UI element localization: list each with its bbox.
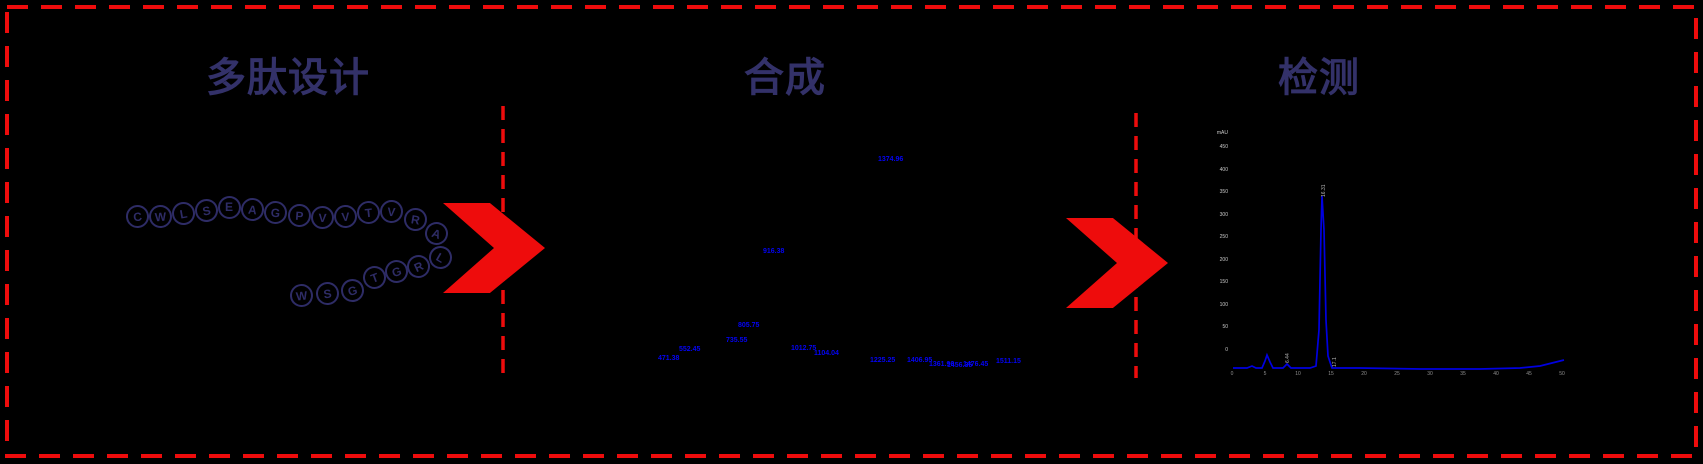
- hplc-x-tick-label: 25: [1394, 371, 1400, 377]
- ms-peak-label: 1012.75: [791, 345, 817, 352]
- residue-circle-1: C: [124, 203, 150, 229]
- residue-letter: G: [269, 204, 281, 220]
- panel-title-synthesis: 合成: [744, 56, 826, 100]
- residue-circle-13: R: [401, 205, 429, 233]
- residue-letter: G: [345, 282, 359, 298]
- residue-letter: R: [409, 211, 421, 227]
- hplc-y-tick-label: 450: [1219, 144, 1228, 150]
- residue-circle-17: G: [381, 256, 411, 286]
- residue-letter: L: [178, 205, 188, 221]
- hplc-retention-time-label: 16.31: [1321, 184, 1327, 197]
- ms-peak-label: 1476.45: [963, 361, 989, 368]
- panel-title-peptide-design: 多肽设计: [206, 56, 370, 100]
- residue-circle-7: G: [262, 199, 288, 225]
- chevron-right-icon: [443, 203, 545, 293]
- ms-peak-label: 1406.95: [907, 357, 933, 364]
- hplc-x-tick-label: 50: [1559, 371, 1565, 377]
- ms-peak-label: 1361.96: [929, 361, 955, 368]
- hplc-x-tick-label: 5: [1263, 371, 1267, 377]
- residue-letter: S: [200, 202, 212, 218]
- ms-peak-label: 1225.25: [870, 357, 896, 364]
- residue-letter: T: [363, 204, 373, 220]
- residue-circle-12: V: [378, 198, 404, 224]
- ms-peak-label: 471.38: [658, 355, 680, 362]
- hplc-x-tick-label: 0: [1230, 371, 1234, 377]
- ms-peak-label: 1104.04: [814, 350, 839, 357]
- residue-letter: R: [411, 257, 425, 275]
- residue-letter: A: [246, 201, 258, 217]
- hplc-y-tick-label: 50: [1222, 324, 1228, 330]
- residue-circle-21: W: [288, 282, 314, 308]
- ms-peak-label: 1374.96: [878, 156, 904, 163]
- residue-letter: C: [131, 208, 143, 224]
- ms-peak-label: 735.55: [726, 337, 748, 344]
- residue-letter: V: [386, 203, 396, 219]
- hplc-x-tick-label: 15: [1328, 371, 1334, 377]
- hplc-y-tick-label: 100: [1219, 302, 1228, 308]
- hplc-y-tick-label: 150: [1219, 279, 1228, 285]
- hplc-x-tick-label: 35: [1460, 371, 1466, 377]
- residue-letter: L: [433, 249, 447, 265]
- ms-peak-label: 805.75: [738, 322, 760, 329]
- ms-peak-label: 1511.15: [996, 358, 1021, 365]
- chevron-right-icon: [1066, 218, 1168, 308]
- hplc-retention-time-label: 17.1: [1332, 357, 1338, 367]
- residue-letter: W: [294, 287, 308, 303]
- hplc-x-tick-label: 20: [1361, 371, 1367, 377]
- residue-circle-9: V: [310, 205, 334, 229]
- panel-title-detection: 检测: [1278, 56, 1360, 100]
- residue-circle-6: A: [239, 196, 265, 222]
- residue-circle-2: W: [147, 203, 173, 229]
- residue-letter: T: [368, 269, 380, 285]
- residue-circle-20: S: [314, 280, 340, 306]
- residue-circle-10: V: [332, 203, 358, 229]
- hplc-x-tick-label: 30: [1427, 371, 1433, 377]
- residue-circle-19: G: [337, 275, 367, 305]
- residue-circle-4: S: [192, 196, 220, 224]
- ms-peak-label: 916.38: [763, 248, 785, 255]
- residue-circle-3: L: [169, 199, 197, 227]
- residue-letter: E: [224, 200, 233, 214]
- residue-letter: W: [153, 208, 167, 224]
- hplc-y-tick-label: 250: [1219, 234, 1228, 240]
- hplc-x-tick-label: 40: [1493, 371, 1499, 377]
- hplc-y-tick-label: 350: [1219, 189, 1228, 195]
- hplc-y-tick-label: 300: [1219, 212, 1228, 218]
- residue-letter: P: [294, 207, 304, 223]
- ms-peak-label: 552.45: [679, 346, 701, 353]
- hplc-y-tick-label: 400: [1219, 167, 1228, 173]
- residue-letter: V: [317, 209, 327, 225]
- residue-circle-11: T: [355, 199, 381, 225]
- hplc-y-axis-unit: mAU: [1216, 130, 1228, 136]
- hplc-y-tick-label: 0: [1225, 347, 1228, 353]
- hplc-retention-time-label: 6.44: [1285, 353, 1291, 363]
- residue-circle-5: E: [217, 195, 241, 219]
- residue-letter: G: [389, 262, 403, 280]
- ms-peak-label: 1456.35: [947, 362, 973, 369]
- residue-letter: A: [429, 224, 443, 242]
- hplc-trace-line: [1233, 195, 1565, 370]
- residue-letter: S: [322, 285, 332, 301]
- residue-circle-8: P: [286, 202, 312, 228]
- residue-letter: V: [340, 208, 350, 224]
- hplc-x-tick-label: 45: [1526, 371, 1532, 377]
- hplc-y-tick-label: 200: [1219, 257, 1228, 263]
- hplc-x-tick-label: 10: [1295, 371, 1301, 377]
